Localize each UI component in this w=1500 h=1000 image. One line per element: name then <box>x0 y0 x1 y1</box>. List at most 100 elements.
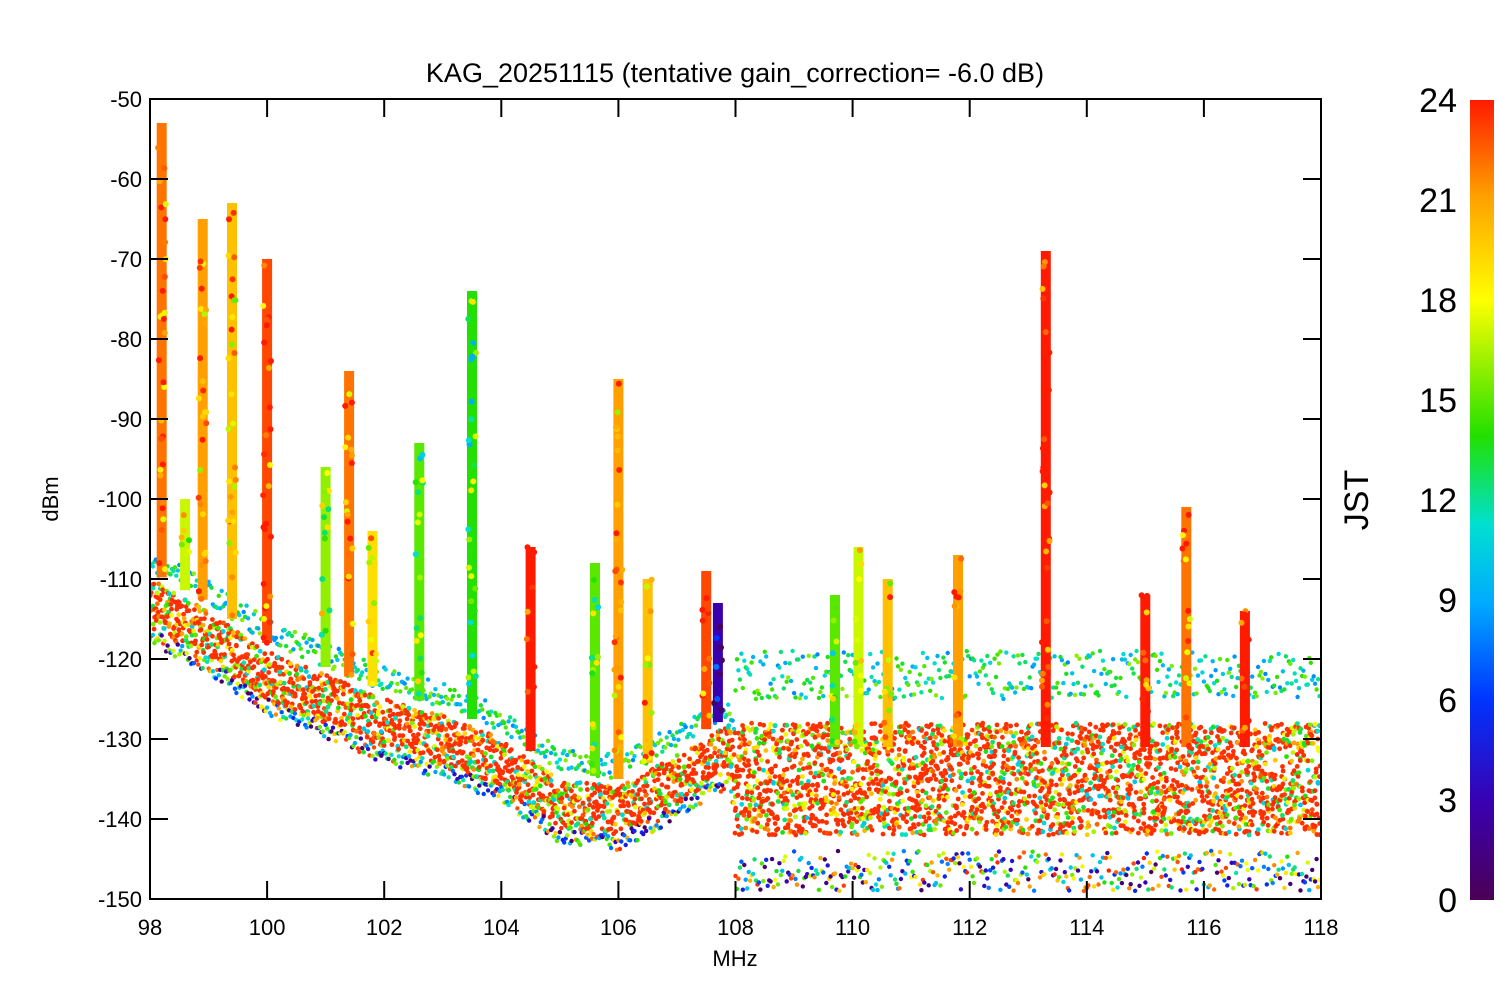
noise-point <box>323 687 328 692</box>
noise-point <box>887 825 892 831</box>
noise-point <box>1114 785 1120 791</box>
noise-point <box>498 755 504 761</box>
noise-point <box>954 828 960 833</box>
noise-point <box>474 736 480 741</box>
noise-point <box>1107 768 1113 774</box>
noise-point <box>784 879 789 884</box>
noise-point <box>387 708 393 713</box>
noise-point <box>585 769 590 775</box>
noise-point <box>539 766 545 772</box>
noise-point <box>1039 814 1045 820</box>
noise-point <box>847 736 853 742</box>
noise-point <box>726 723 732 728</box>
noise-point <box>519 728 524 734</box>
noise-point <box>1128 652 1133 658</box>
noise-point <box>1125 866 1131 871</box>
noise-point <box>698 780 704 786</box>
noise-point <box>449 765 454 770</box>
noise-point <box>1059 760 1065 766</box>
noise-point <box>171 590 177 596</box>
noise-point <box>1028 722 1034 727</box>
noise-point <box>1002 800 1007 805</box>
noise-point <box>509 734 514 740</box>
noise-point <box>1052 872 1057 877</box>
noise-point <box>516 781 522 787</box>
noise-point <box>404 685 409 691</box>
noise-point <box>360 746 365 751</box>
noise-point <box>1018 771 1023 776</box>
noise-point <box>904 819 909 825</box>
noise-point <box>1009 685 1015 690</box>
noise-point <box>1005 810 1011 816</box>
noise-point <box>269 713 274 719</box>
noise-point <box>1152 756 1158 762</box>
noise-point <box>813 823 818 829</box>
noise-point <box>253 700 258 705</box>
noise-point <box>929 804 935 810</box>
noise-point <box>658 825 663 830</box>
noise-point <box>191 661 197 666</box>
noise-point <box>433 769 438 775</box>
noise-point <box>747 802 753 808</box>
noise-point <box>153 618 159 623</box>
noise-point <box>575 821 581 826</box>
noise-point <box>755 749 760 755</box>
noise-point <box>534 779 540 785</box>
noise-point <box>740 795 745 801</box>
noise-point <box>758 781 764 787</box>
noise-point <box>257 648 263 654</box>
noise-point <box>992 870 997 875</box>
noise-point <box>281 680 287 686</box>
noise-point <box>1008 723 1013 729</box>
noise-point <box>799 780 804 786</box>
noise-point <box>656 772 662 777</box>
noise-point <box>475 790 481 796</box>
noise-point <box>655 818 661 824</box>
noise-point <box>399 710 404 716</box>
noise-point <box>912 814 918 819</box>
noise-point <box>733 873 738 879</box>
noise-point <box>570 804 575 809</box>
noise-point <box>1105 850 1110 856</box>
noise-point <box>1081 804 1086 810</box>
noise-point <box>357 749 362 755</box>
noise-point <box>1017 809 1022 814</box>
noise-point <box>1087 874 1092 880</box>
noise-point <box>689 724 694 730</box>
noise-point <box>642 825 647 830</box>
noise-point <box>788 741 794 747</box>
noise-point <box>1049 761 1055 766</box>
noise-point <box>526 818 532 823</box>
noise-point <box>848 776 853 781</box>
noise-point <box>1129 827 1135 832</box>
noise-point <box>1118 675 1123 681</box>
noise-point <box>866 852 871 858</box>
noise-point <box>1010 800 1016 806</box>
noise-point <box>894 656 899 661</box>
noise-point <box>632 828 637 834</box>
noise-point <box>300 709 306 714</box>
noise-point <box>432 754 438 760</box>
noise-point <box>238 670 243 675</box>
noise-point <box>813 665 819 671</box>
noise-point <box>887 798 892 804</box>
noise-point <box>1028 762 1033 768</box>
noise-point <box>456 731 461 737</box>
noise-point <box>392 757 397 762</box>
noise-point <box>1151 866 1157 871</box>
noise-point <box>512 718 517 723</box>
noise-point <box>939 759 944 765</box>
noise-point <box>165 643 170 648</box>
noise-point <box>561 805 567 811</box>
noise-point <box>159 633 164 638</box>
noise-point <box>1107 797 1113 803</box>
noise-point <box>970 874 975 879</box>
noise-point <box>837 750 843 756</box>
noise-point <box>607 808 613 814</box>
noise-point <box>330 725 336 730</box>
noise-point <box>1097 859 1103 865</box>
noise-point <box>425 677 431 682</box>
noise-point <box>471 767 477 772</box>
noise-point <box>1093 724 1099 730</box>
noise-point <box>889 748 895 753</box>
